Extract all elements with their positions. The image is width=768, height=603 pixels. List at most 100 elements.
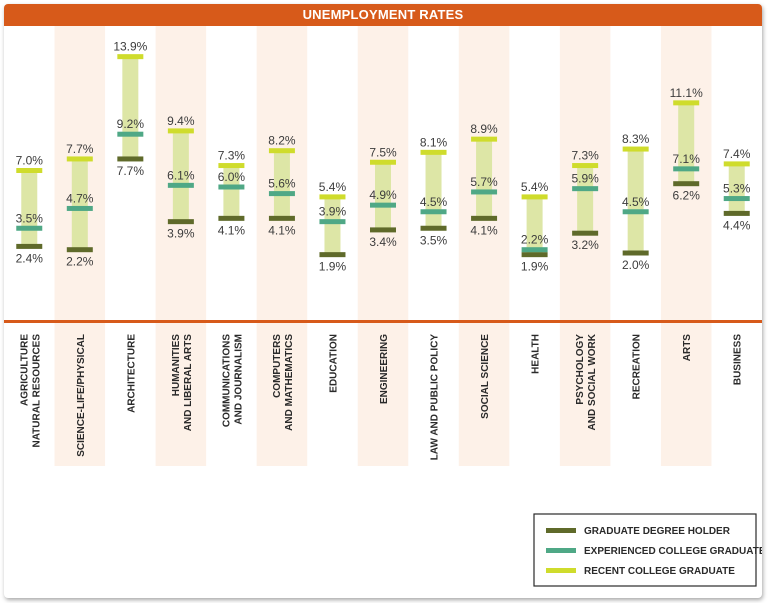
column-stripe	[357, 26, 409, 466]
graduate-label: 3.5%	[420, 233, 448, 247]
chart-title: UNEMPLOYMENT RATES	[4, 4, 762, 26]
range-bar	[71, 158, 88, 250]
experienced-label: 2.2%	[521, 233, 549, 247]
recent-label: 8.1%	[420, 135, 448, 149]
recent-label: 7.3%	[218, 149, 246, 163]
category-label: AND SOCIAL WORK	[587, 333, 598, 430]
recent-marker	[66, 156, 93, 162]
experienced-marker	[370, 202, 396, 208]
experienced-marker	[673, 166, 700, 172]
experienced-label: 6.0%	[218, 170, 246, 184]
experienced-marker	[117, 131, 144, 137]
experienced-label: 7.1%	[673, 152, 701, 166]
legend-swatch	[546, 568, 576, 573]
graduate-label: 2.0%	[622, 258, 650, 272]
experienced-label: 4.7%	[66, 191, 94, 205]
recent-label: 7.0%	[16, 154, 44, 168]
experienced-marker	[622, 209, 649, 215]
experienced-label: 3.5%	[16, 211, 44, 225]
chart-frame: UNEMPLOYMENT RATES 2.4% 3.5% 7.0% 2.2% 4.7% 7…	[4, 4, 762, 598]
recent-marker	[117, 54, 144, 60]
experienced-label: 6.1%	[167, 168, 195, 182]
category-label: COMPUTERS	[272, 334, 283, 398]
column-stripes	[4, 26, 762, 466]
graduate-label: 4.1%	[218, 223, 246, 237]
graduate-marker	[673, 181, 700, 187]
column-stripe	[458, 26, 510, 466]
experienced-marker	[723, 196, 750, 202]
recent-label: 7.3%	[571, 149, 599, 163]
graduate-label: 2.4%	[16, 251, 44, 265]
experienced-marker	[218, 184, 245, 190]
recent-label: 8.9%	[470, 122, 498, 136]
category-label: ARTS	[682, 334, 693, 362]
range-bar	[375, 162, 391, 230]
graduate-label: 2.2%	[66, 255, 94, 269]
experienced-marker	[268, 191, 295, 197]
graduate-marker	[723, 210, 750, 216]
recent-label: 5.4%	[319, 180, 347, 194]
category-labels: AGRICULTURE NATURAL RESOURCES SCIENCE-LIFE…	[19, 333, 743, 460]
experienced-label: 4.5%	[420, 195, 448, 209]
category-label: AND LIBERAL ARTS	[183, 334, 194, 432]
recent-marker	[218, 163, 245, 169]
recent-label: 7.7%	[66, 142, 94, 156]
graduate-marker	[268, 215, 295, 221]
graduate-marker	[521, 252, 548, 258]
recent-marker	[622, 146, 649, 152]
range-bar	[526, 196, 543, 255]
experienced-label: 5.6%	[268, 177, 296, 191]
category-label: AGRICULTURE	[19, 334, 30, 406]
range-chart: 2.4% 3.5% 7.0% 2.2% 4.7% 7.7% 7.7% 9.2% 13.9% 3.9…	[4, 26, 762, 587]
range-bar	[577, 165, 594, 234]
category-label: SOCIAL SCIENCE	[480, 334, 491, 419]
graduate-marker	[16, 243, 43, 249]
range-bar	[425, 152, 442, 229]
recent-label: 8.3%	[622, 132, 650, 146]
category-label: BUSINESS	[733, 334, 744, 385]
experienced-label: 5.3%	[723, 182, 751, 196]
graduate-marker	[370, 227, 396, 233]
recent-marker	[572, 163, 599, 169]
graduate-marker	[420, 225, 447, 231]
recent-marker	[673, 100, 700, 106]
experienced-label: 3.9%	[319, 205, 347, 219]
column-stripe	[559, 26, 611, 466]
recent-marker	[16, 168, 43, 173]
graduate-label: 4.1%	[470, 223, 498, 237]
experienced-marker	[66, 205, 93, 211]
recent-label: 13.9%	[113, 40, 147, 54]
column-stripe	[155, 26, 207, 466]
range-bar	[627, 149, 644, 253]
category-label: HUMANITIES	[171, 334, 182, 397]
category-label: NATURAL RESOURCES	[31, 334, 42, 448]
legend-swatch	[546, 548, 576, 553]
experienced-label: 4.9%	[369, 188, 397, 202]
recent-label: 9.4%	[167, 114, 195, 128]
graduate-label: 6.2%	[673, 189, 701, 203]
range-bar	[122, 56, 139, 159]
category-label: SCIENCE-LIFE/PHYSICAL	[76, 334, 87, 457]
experienced-label: 9.2%	[117, 117, 145, 131]
experienced-marker	[167, 182, 194, 188]
graduate-label: 4.4%	[723, 218, 751, 232]
graduate-label: 3.4%	[369, 235, 397, 249]
recent-marker	[471, 136, 498, 142]
column-stripe	[660, 26, 712, 466]
range-bar	[678, 102, 695, 184]
range-bar	[324, 196, 341, 255]
recent-marker	[723, 161, 750, 167]
graduate-marker	[66, 247, 93, 253]
category-label: ARCHITECTURE	[126, 334, 137, 413]
graduate-marker	[622, 250, 649, 256]
category-label: AND JOURNALISM	[233, 334, 244, 425]
graduate-label: 4.1%	[268, 223, 296, 237]
graduate-marker	[218, 215, 245, 221]
recent-label: 8.2%	[268, 134, 296, 148]
recent-label: 7.4%	[723, 147, 751, 161]
recent-label: 11.1%	[670, 86, 703, 100]
legend-swatch	[546, 528, 576, 533]
graduate-marker	[319, 252, 346, 258]
column-stripe	[256, 26, 308, 466]
recent-marker	[370, 159, 396, 165]
